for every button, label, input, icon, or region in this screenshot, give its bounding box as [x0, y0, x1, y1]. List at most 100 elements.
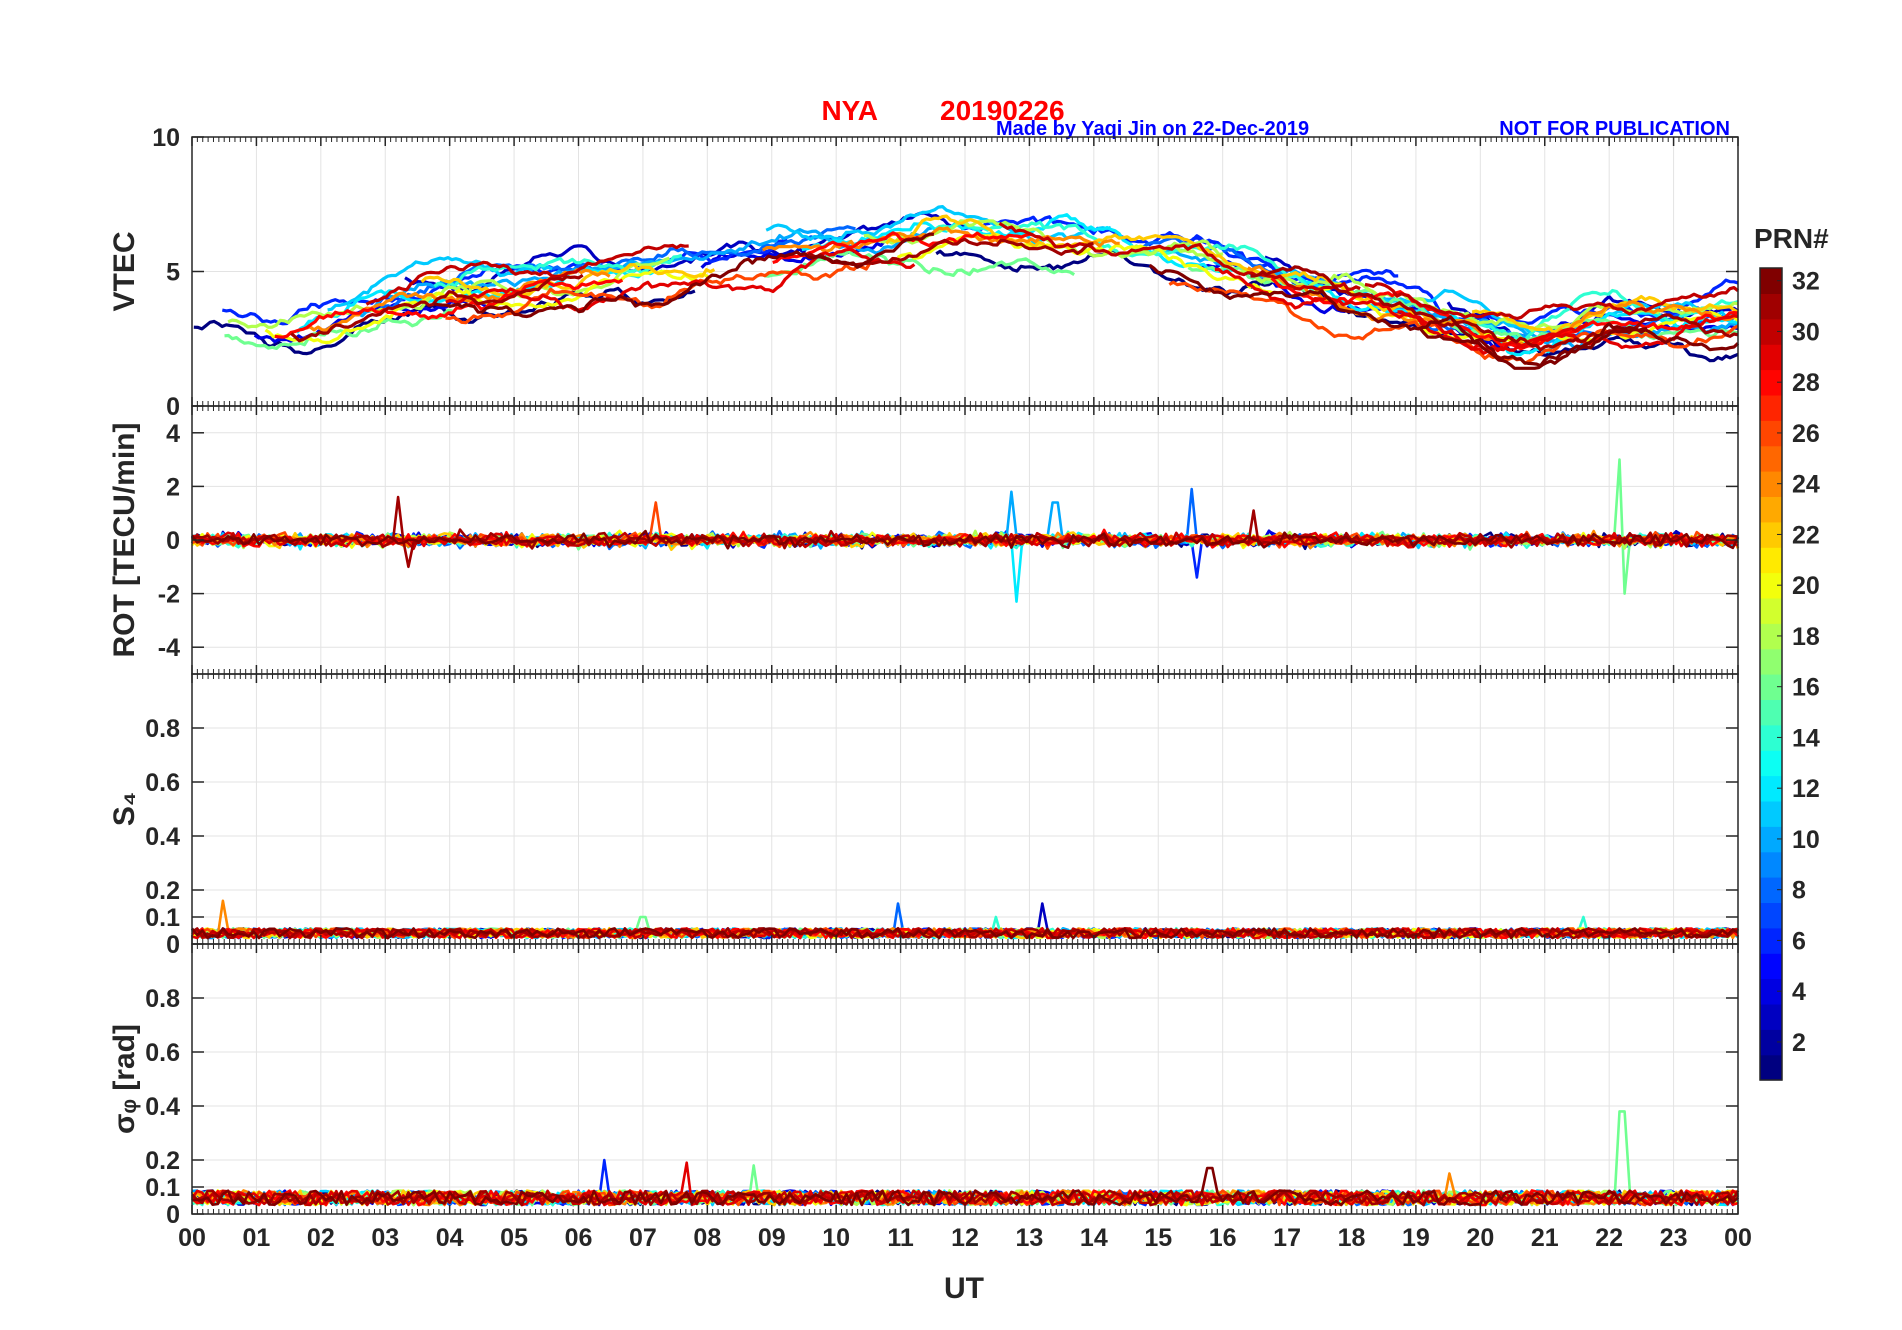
colorbar-frame: [1759, 267, 1783, 1081]
x-tick-label: 00: [1724, 1224, 1752, 1252]
sigma-phi-grid: [191, 944, 1739, 1215]
rot-y-tick-label: 4: [166, 420, 180, 448]
s4-axis-label: S₄: [108, 792, 141, 826]
vtec-line-prn-32: [1148, 263, 1648, 370]
colorbar-band: [1760, 800, 1782, 827]
colorbar-band: [1760, 1029, 1782, 1056]
colorbar-band: [1760, 699, 1782, 726]
colorbar-band: [1760, 445, 1782, 472]
colorbar-tick-label: 10: [1792, 826, 1820, 854]
colorbar-band: [1760, 927, 1782, 954]
vtec-line-prn-32: [1418, 322, 1740, 368]
x-tick-label: 09: [758, 1224, 786, 1252]
colorbar-band: [1760, 547, 1782, 574]
sigma-phi-series: [190, 1110, 1740, 1207]
colorbar-band: [1760, 953, 1782, 980]
x-tick-label: 02: [307, 1224, 335, 1252]
colorbar-band: [1760, 471, 1782, 497]
x-tick-label: 04: [436, 1224, 464, 1252]
vtec-line-prn-22: [420, 263, 716, 299]
colorbar-tick-label: 20: [1792, 572, 1820, 600]
colorbar-band: [1760, 268, 1782, 294]
colorbar-tick-label: 4: [1792, 978, 1806, 1006]
colorbar-band: [1760, 521, 1782, 548]
title-station: NYA: [821, 95, 878, 126]
vtec-series: [193, 205, 1740, 370]
rot-y-tick-labels: -4 -2 0 2 4: [158, 420, 180, 662]
vtec-line-prn-16: [224, 308, 453, 350]
s4-y-tick-label: 0: [166, 931, 180, 959]
colorbar-band: [1760, 597, 1782, 624]
colorbar-band: [1760, 344, 1782, 371]
colorbar-tick-label: 2: [1792, 1029, 1806, 1057]
colorbar-band: [1760, 318, 1782, 345]
colorbar-label: PRN#: [1754, 223, 1829, 254]
vtec-line-prn-30: [365, 243, 689, 306]
vtec-line-prn-8: [379, 225, 856, 311]
vtec-line-prn-1: [935, 249, 1260, 296]
sigma-phi-tick-marks: [191, 944, 1739, 1215]
sigma-phi-line-prn-32: [192, 1166, 1739, 1207]
x-tick-label: 03: [371, 1224, 399, 1252]
x-tick-label: 01: [243, 1224, 271, 1252]
s4-y-tick-label: 0.2: [145, 877, 180, 905]
rot-y-tick-label: 2: [166, 473, 180, 501]
vtec-line-prn-12: [1289, 270, 1739, 357]
rot-tick-marks: [191, 406, 1739, 674]
s4-y-tick-label: 0.8: [145, 715, 180, 743]
sigma-phi-y-tick-labels: 00.10.2 0.4 0.6 0.8: [145, 985, 180, 1229]
s4-grid: [191, 674, 1739, 945]
colorbar-band: [1760, 420, 1782, 447]
sigma-phi-axis-label: σᵩ [rad]: [108, 1024, 141, 1134]
sigma-phi-y-tick-label: 0: [166, 1201, 180, 1229]
x-axis-label: UT: [944, 1272, 984, 1305]
vtec-line-prn-11: [765, 205, 1112, 246]
rot-y-tick-label: -2: [158, 581, 180, 609]
vtec-line-prn-28: [274, 278, 624, 339]
x-tick-label: 12: [951, 1224, 979, 1252]
publication-notice: NOT FOR PUBLICATION: [1499, 118, 1730, 140]
s4-tick-marks: [191, 674, 1739, 945]
colorbar-tick-label: 18: [1792, 623, 1820, 651]
colorbar-tick-label: 28: [1792, 369, 1820, 397]
sigma-phi-line-prn-31: [191, 1189, 1740, 1207]
vtec-line-prn-20: [896, 232, 1275, 295]
colorbar-tick-label: 24: [1792, 471, 1820, 499]
colorbar-bands: [1760, 268, 1782, 1081]
colorbar-band: [1760, 1003, 1782, 1030]
colorbar-band: [1760, 623, 1782, 650]
credit-text: Made by Yaqi Jin on 22-Dec-2019: [996, 118, 1309, 140]
vtec-line-prn-1: [193, 286, 696, 356]
colorbar-tick-label: 30: [1792, 318, 1820, 346]
colorbar-band: [1760, 978, 1782, 1005]
colorbar-band: [1760, 572, 1782, 599]
colorbar-band: [1760, 750, 1782, 777]
colorbar-tick-label: 26: [1792, 420, 1820, 448]
rot-y-tick-label: -4: [158, 634, 180, 662]
colorbar-tick-label: 22: [1792, 521, 1820, 549]
s4-panel: 00.10.2 0.4 0.6 0.8 S₄: [108, 673, 1740, 959]
vtec-line-prn-16: [764, 249, 1076, 278]
colorbar-band: [1760, 1054, 1782, 1081]
colorbar-tick-label: 6: [1792, 927, 1806, 955]
x-tick-label: 08: [693, 1224, 721, 1252]
vtec-line-prn-18: [227, 256, 670, 329]
vtec-y-tick-label: 5: [166, 259, 180, 287]
vtec-line-prn-14: [433, 253, 683, 289]
colorbar-tick-label: 12: [1792, 775, 1820, 803]
colorbar-band: [1760, 674, 1782, 700]
colorbar-band: [1760, 648, 1782, 675]
x-tick-label: 20: [1466, 1224, 1494, 1252]
sigma-phi-y-tick-label: 0.2: [145, 1147, 180, 1175]
colorbar-band: [1760, 851, 1782, 878]
colorbar-band: [1760, 293, 1782, 320]
sigma-phi-y-tick-label: 0.4: [145, 1093, 180, 1121]
colorbar-band: [1760, 369, 1782, 396]
x-tick-label: 05: [500, 1224, 528, 1252]
colorbar-band: [1760, 496, 1782, 523]
x-tick-label: 11: [887, 1224, 914, 1252]
x-tick-label: 23: [1660, 1224, 1688, 1252]
colorbar-band: [1760, 877, 1782, 903]
